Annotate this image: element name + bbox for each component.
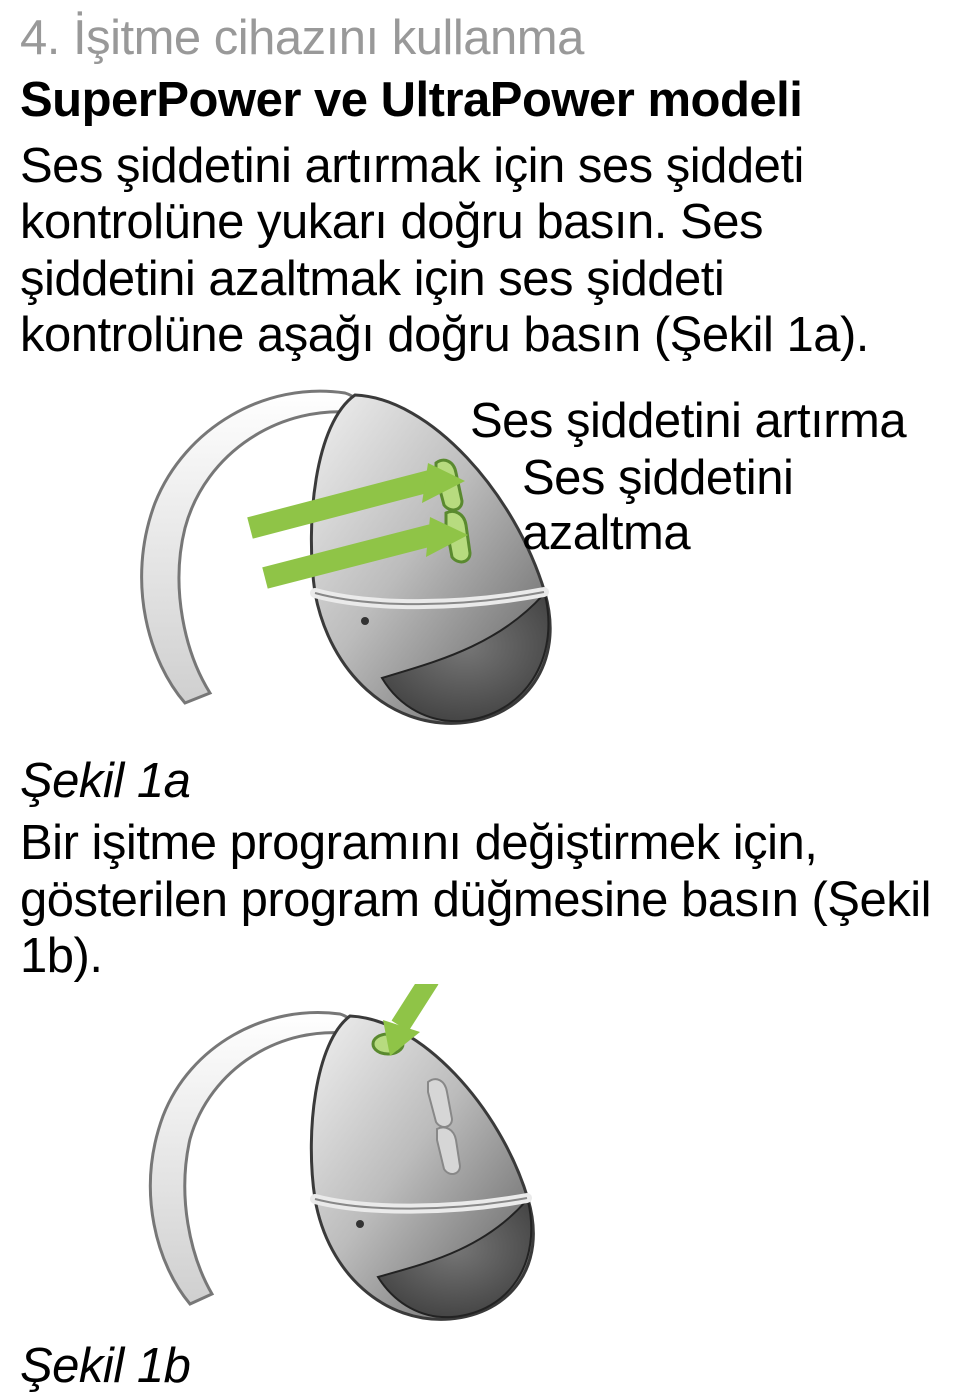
section-title: 4. İşitme cihazını kullanma xyxy=(20,10,940,66)
label-volume-down: Ses şiddetini azaltma xyxy=(522,451,793,561)
model-subtitle: SuperPower ve UltraPower modeli xyxy=(20,72,940,128)
paragraph-1: Ses şiddetini artırmak için ses şiddeti … xyxy=(20,138,940,363)
document-page: 4. İşitme cihazını kullanma SuperPower v… xyxy=(0,0,960,1346)
figure-1a-block: Ses şiddetini artırma Ses şiddetini azal… xyxy=(20,373,940,753)
paragraph-2: Bir işitme programını değiştirmek için, … xyxy=(20,815,940,984)
hearing-aid-illustration-1b xyxy=(140,984,560,1324)
figure-1a-caption: Şekil 1a xyxy=(20,753,940,809)
figure-1b-block xyxy=(20,994,940,1344)
label-volume-up: Ses şiddetini artırma xyxy=(470,393,906,449)
figure-1b-caption: Şekil 1b xyxy=(20,1338,190,1394)
